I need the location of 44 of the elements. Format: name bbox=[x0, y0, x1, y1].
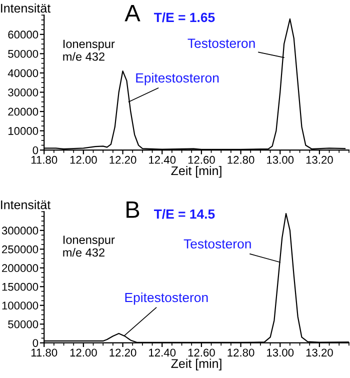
x-tick-label: 12.00 bbox=[70, 348, 97, 357]
y-tick-label: 40000 bbox=[8, 69, 38, 78]
x-tick-label: 12.20 bbox=[110, 156, 136, 164]
y-tick-label: 10000 bbox=[8, 127, 38, 135]
chart-title: B bbox=[126, 202, 140, 218]
x-axis-title: Zeit [min] bbox=[171, 358, 222, 370]
x-tick-label: 12.00 bbox=[70, 156, 97, 164]
x-tick-label: 13.20 bbox=[306, 156, 333, 164]
annotation: Testosteron bbox=[184, 239, 251, 249]
x-tick-label: 13.00 bbox=[267, 348, 294, 357]
x-tick-label: 12.60 bbox=[188, 348, 215, 357]
annotation: Ionenspur m/e 432 bbox=[63, 236, 115, 257]
x-tick-label: 13.00 bbox=[267, 156, 294, 164]
annotation: Epitestosteron bbox=[136, 72, 219, 86]
x-tick-label: 11.80 bbox=[31, 156, 58, 164]
y-axis-title: Intensität bbox=[1, 200, 51, 210]
x-tick-label: 12.40 bbox=[149, 156, 176, 164]
y-tick-label: 150000 bbox=[2, 282, 38, 291]
y-tick-label: 100000 bbox=[2, 302, 38, 310]
y-tick-label: 250000 bbox=[2, 245, 38, 254]
x-tick-label: 12.80 bbox=[228, 348, 254, 357]
annotation: T/E = 1.65 bbox=[154, 12, 215, 22]
annotation: Ionenspur m/e 432 bbox=[63, 40, 115, 61]
y-axis-title: Intensität bbox=[1, 3, 51, 13]
x-axis-title: Zeit [min] bbox=[171, 166, 222, 178]
y-tick-label: 200000 bbox=[2, 264, 38, 272]
y-tick-label: 0 bbox=[32, 146, 38, 154]
x-tick-label: 12.80 bbox=[228, 156, 254, 164]
annotation: T/E = 14.5 bbox=[154, 209, 215, 219]
x-tick-label: 12.20 bbox=[110, 348, 136, 357]
y-tick-label: 50000 bbox=[8, 320, 38, 328]
annotation: Epitestosteron bbox=[125, 292, 208, 305]
chart-title: A bbox=[124, 4, 140, 22]
y-tick-label: 300000 bbox=[2, 226, 38, 235]
annotation: Testosteron bbox=[188, 38, 255, 48]
y-tick-label: 20000 bbox=[8, 108, 38, 116]
x-tick-label: 11.80 bbox=[31, 348, 58, 357]
y-tick-label: 50000 bbox=[8, 50, 38, 58]
x-tick-label: 12.60 bbox=[188, 156, 215, 164]
y-tick-label: 0 bbox=[32, 339, 38, 347]
x-tick-label: 12.40 bbox=[149, 348, 176, 357]
x-tick-label: 13.20 bbox=[306, 348, 333, 357]
y-tick-label: 30000 bbox=[8, 88, 38, 96]
y-tick-label: 60000 bbox=[8, 30, 38, 39]
